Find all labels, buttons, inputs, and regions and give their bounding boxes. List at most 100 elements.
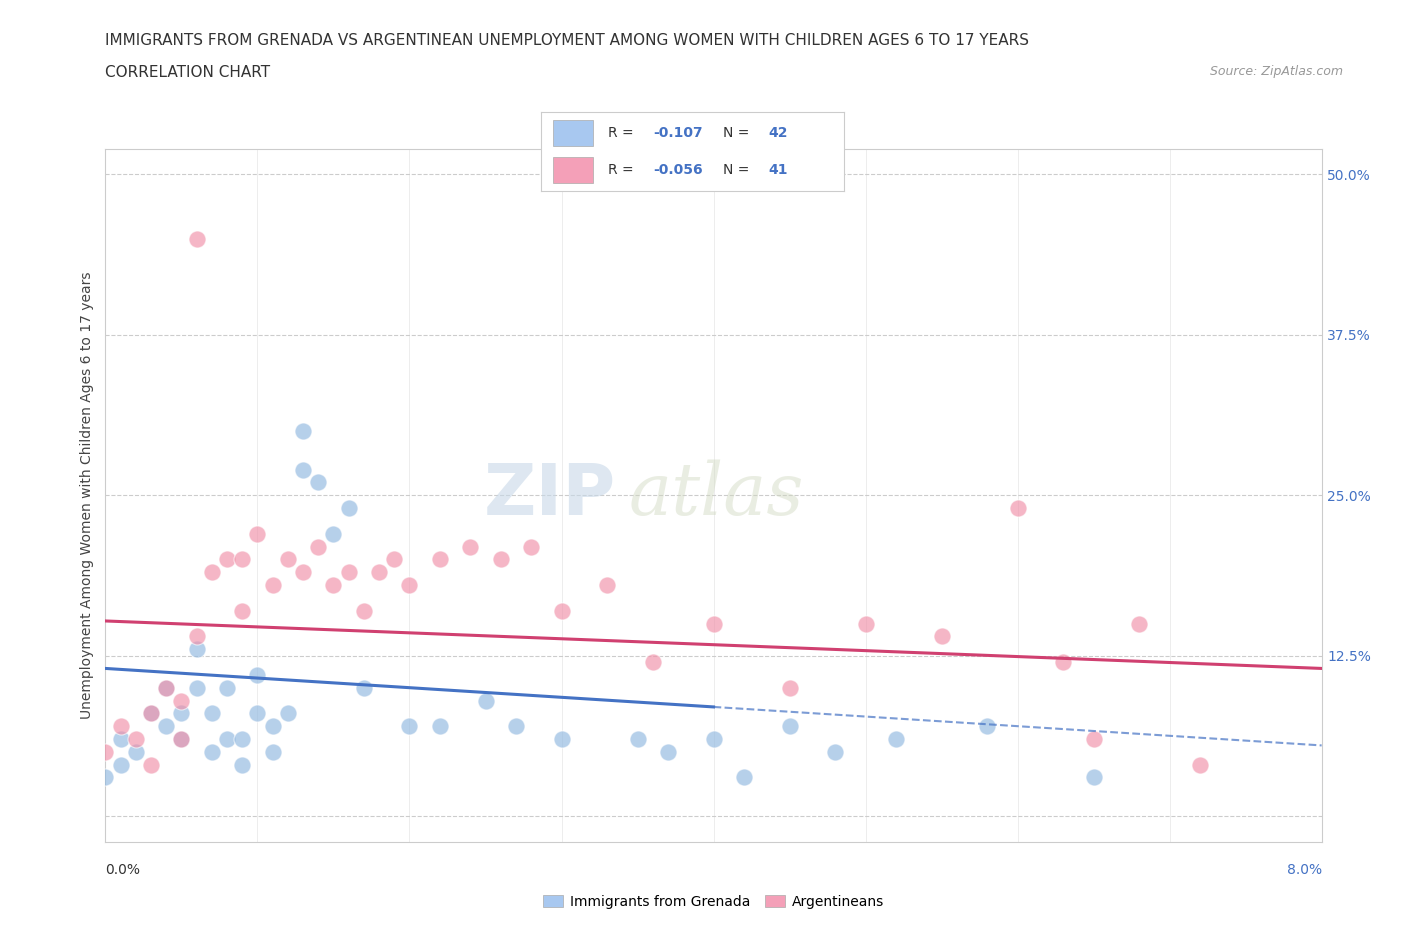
Text: N =: N = <box>723 163 754 177</box>
Point <box>626 732 648 747</box>
Point <box>931 629 953 644</box>
Point <box>550 732 572 747</box>
Text: CORRELATION CHART: CORRELATION CHART <box>105 65 270 80</box>
Point <box>429 719 451 734</box>
Point <box>262 719 284 734</box>
Point <box>1188 757 1211 772</box>
Point <box>368 565 391 579</box>
Point <box>155 680 177 695</box>
Point <box>322 578 344 592</box>
Point <box>246 706 269 721</box>
Point <box>1083 770 1105 785</box>
Point <box>398 719 420 734</box>
Point <box>702 616 725 631</box>
Point <box>94 770 117 785</box>
Point <box>246 668 269 683</box>
Text: 8.0%: 8.0% <box>1286 863 1322 877</box>
Point <box>322 526 344 541</box>
Point <box>186 680 208 695</box>
Point <box>170 732 193 747</box>
Text: IMMIGRANTS FROM GRENADA VS ARGENTINEAN UNEMPLOYMENT AMONG WOMEN WITH CHILDREN AG: IMMIGRANTS FROM GRENADA VS ARGENTINEAN U… <box>105 33 1029 47</box>
Point <box>855 616 877 631</box>
Point <box>231 551 253 566</box>
Point <box>186 629 208 644</box>
Point <box>139 706 162 721</box>
Point <box>186 232 208 246</box>
Point <box>231 757 253 772</box>
Text: -0.107: -0.107 <box>654 126 703 140</box>
Point <box>382 551 405 566</box>
Y-axis label: Unemployment Among Women with Children Ages 6 to 17 years: Unemployment Among Women with Children A… <box>80 272 94 719</box>
Point <box>110 732 132 747</box>
Point <box>292 424 315 439</box>
Point <box>337 565 360 579</box>
Point <box>779 719 801 734</box>
Point <box>398 578 420 592</box>
Point <box>702 732 725 747</box>
Point <box>641 655 664 670</box>
Point <box>489 551 512 566</box>
Bar <box>554 157 593 182</box>
Point <box>139 757 162 772</box>
Legend: Immigrants from Grenada, Argentineans: Immigrants from Grenada, Argentineans <box>537 889 890 914</box>
Point <box>596 578 619 592</box>
Point <box>429 551 451 566</box>
Point <box>139 706 162 721</box>
Point <box>292 565 315 579</box>
Point <box>125 744 148 759</box>
Point <box>217 551 239 566</box>
Point <box>1007 500 1029 515</box>
Text: R =: R = <box>607 126 638 140</box>
Point <box>884 732 907 747</box>
Point <box>1052 655 1074 670</box>
Point <box>657 744 679 759</box>
Point <box>201 565 224 579</box>
Point <box>277 551 299 566</box>
Point <box>353 680 375 695</box>
Point <box>170 732 193 747</box>
Text: atlas: atlas <box>628 460 804 530</box>
Bar <box>554 120 593 146</box>
Text: 42: 42 <box>768 126 787 140</box>
Point <box>277 706 299 721</box>
Point <box>520 539 543 554</box>
Text: N =: N = <box>723 126 754 140</box>
Point <box>155 719 177 734</box>
Point <box>353 604 375 618</box>
Point <box>474 693 496 708</box>
Point <box>505 719 527 734</box>
Point <box>201 706 224 721</box>
Text: -0.056: -0.056 <box>654 163 703 177</box>
Text: R =: R = <box>607 163 638 177</box>
Point <box>292 462 315 477</box>
Point <box>170 693 193 708</box>
Point <box>337 500 360 515</box>
Point <box>231 732 253 747</box>
Point <box>110 719 132 734</box>
Point <box>262 578 284 592</box>
Point <box>186 642 208 657</box>
Point <box>824 744 846 759</box>
Point <box>217 732 239 747</box>
Point <box>458 539 481 554</box>
Point <box>307 475 329 490</box>
Text: Source: ZipAtlas.com: Source: ZipAtlas.com <box>1209 65 1343 78</box>
Point <box>94 744 117 759</box>
Point <box>550 604 572 618</box>
Text: 0.0%: 0.0% <box>105 863 141 877</box>
Point <box>1083 732 1105 747</box>
Point <box>733 770 755 785</box>
Point <box>307 539 329 554</box>
Point <box>262 744 284 759</box>
Point <box>976 719 998 734</box>
Point <box>231 604 253 618</box>
Point <box>110 757 132 772</box>
Point <box>125 732 148 747</box>
Point <box>155 680 177 695</box>
Text: ZIP: ZIP <box>484 460 616 530</box>
Point <box>1128 616 1150 631</box>
Point <box>246 526 269 541</box>
Point <box>779 680 801 695</box>
Point <box>201 744 224 759</box>
Point <box>170 706 193 721</box>
